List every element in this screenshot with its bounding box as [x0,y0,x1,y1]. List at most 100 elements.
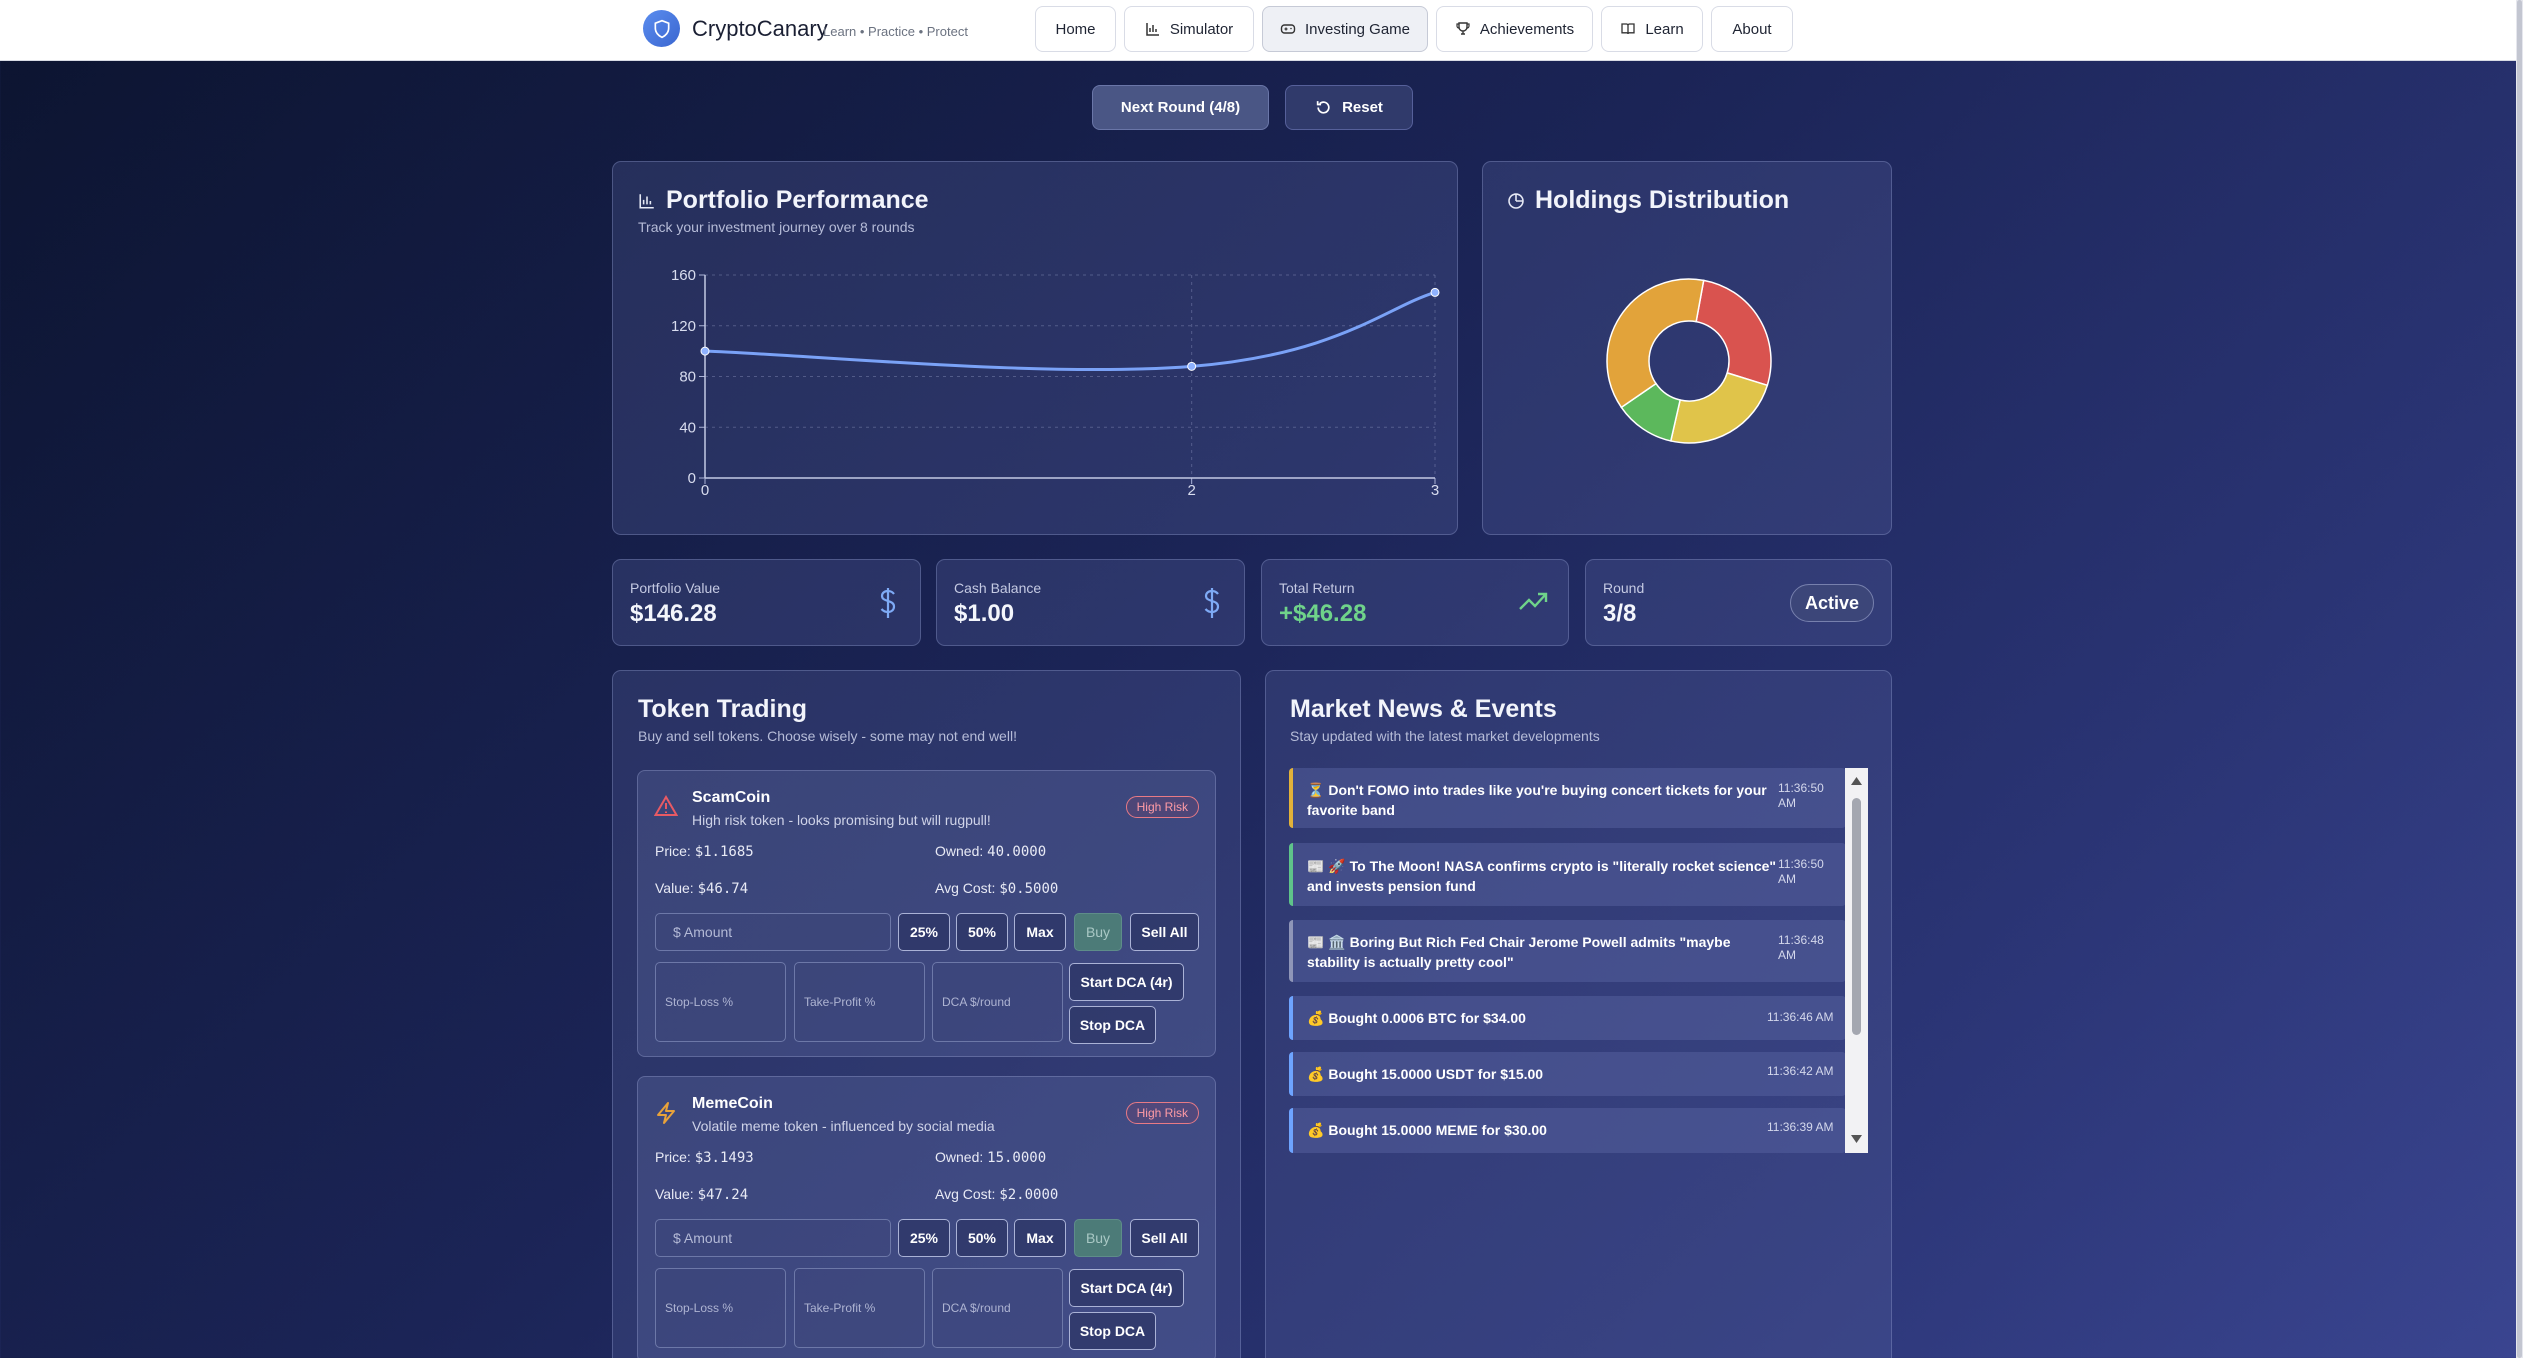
market-news-card: Market News & Events Stay updated with t… [1265,670,1892,1358]
token-card-scamcoin: ScamCoin High risk token - looks promisi… [637,770,1216,1057]
max-button[interactable]: Max [1014,913,1066,951]
nav-investing-game[interactable]: Investing Game [1262,6,1428,52]
stat-label: Cash Balance [954,580,1042,596]
news-headline: Bought 15.0000 USDT for $15.00 [1328,1066,1544,1082]
performance-title-text: Portfolio Performance [666,186,929,214]
x-tick-label: 3 [1431,482,1439,499]
token-name: MemeCoin [692,1095,773,1112]
avg-cost-value: $0.5000 [999,881,1059,897]
buy-button[interactable]: Buy [1074,1219,1122,1257]
buy-button[interactable]: Buy [1074,913,1122,951]
dollar-icon [1200,586,1224,625]
percent-25-button[interactable]: 25% [898,913,950,951]
nav-home[interactable]: Home [1035,6,1116,52]
data-point [700,346,710,356]
nav-about[interactable]: About [1711,6,1793,52]
scroll-down-arrow-icon[interactable] [1850,1134,1863,1144]
news-time-value: 11:36:48 [1778,933,1824,947]
cash-balance-card: Cash Balance $1.00 [936,559,1245,646]
next-round-button[interactable]: Next Round (4/8) [1092,85,1269,130]
scroll-thumb[interactable] [1852,798,1861,1035]
trading-title: Token Trading [638,695,807,723]
x-tick-label: 2 [1187,482,1195,499]
holdings-title: Holdings Distribution [1507,186,1789,215]
money-bag-icon: 💰 [1307,1010,1325,1026]
dca-amount-input[interactable]: DCA $/round [932,1268,1063,1348]
amount-input[interactable]: $ Amount [655,913,891,951]
lightning-icon [655,1101,677,1130]
value-amount: $47.24 [697,1187,749,1203]
series-line [704,290,1436,372]
news-text: 💰 Bought 0.0006 BTC for $34.00 [1307,1008,1777,1028]
news-headline: To The Moon! NASA confirms crypto is "li… [1307,858,1777,894]
percent-25-button[interactable]: 25% [898,1219,950,1257]
news-time: 11:36:48 AM [1778,933,1824,963]
stop-loss-input[interactable]: Stop-Loss % [655,1268,786,1348]
max-button[interactable]: Max [1014,1219,1066,1257]
stop-dca-button[interactable]: Stop DCA [1069,1006,1156,1044]
trading-subtitle: Buy and sell tokens. Choose wisely - som… [638,728,1017,744]
stop-dca-button[interactable]: Stop DCA [1069,1312,1156,1350]
nav-label: About [1732,20,1772,38]
y-tick-label: 0 [688,470,696,487]
token-value: Value: $47.24 [655,1186,748,1203]
round-card: Round 3/8 Active [1585,559,1892,646]
risk-badge: High Risk [1125,1102,1199,1124]
next-round-label: Next Round (4/8) [1120,99,1241,116]
status-badge: Active [1789,584,1874,622]
y-tick-label: 80 [679,369,696,386]
portfolio-value-card: Portfolio Value $146.28 [612,559,921,646]
news-text: 📰 🚀 To The Moon! NASA confirms crypto is… [1307,856,1782,896]
news-time: 11:36:39 AM [1767,1120,1834,1134]
take-profit-input[interactable]: Take-Profit % [794,962,925,1042]
sell-all-button[interactable]: Sell All [1130,913,1199,951]
nav-label: Achievements [1479,20,1575,38]
news-scrollbar[interactable] [1845,768,1868,1153]
reset-icon [1316,101,1330,114]
stop-loss-input[interactable]: Stop-Loss % [655,962,786,1042]
news-text: 📰 🏛️ Boring But Rich Fed Chair Jerome Po… [1307,932,1782,972]
dca-amount-input[interactable]: DCA $/round [932,962,1063,1042]
y-tick-label: 120 [671,318,696,335]
nav-simulator[interactable]: Simulator [1124,6,1254,52]
take-profit-input[interactable]: Take-Profit % [794,1268,925,1348]
news-headline: Bought 15.0000 MEME for $30.00 [1328,1122,1547,1138]
data-point [1430,287,1440,297]
trophy-icon [1456,22,1470,35]
percent-50-button[interactable]: 50% [956,1219,1008,1257]
risk-badge: High Risk [1125,796,1199,818]
news-time: 11:36:50 AM [1778,857,1824,887]
token-description: High risk token - looks promising but wi… [692,812,991,828]
nav-achievements[interactable]: Achievements [1436,6,1593,52]
money-bag-icon: 💰 [1307,1066,1325,1082]
nav-label: Investing Game [1304,20,1411,38]
sell-all-button[interactable]: Sell All [1130,1219,1199,1257]
news-item: ⏳ Don't FOMO into trades like you're buy… [1289,768,1846,828]
amount-input[interactable]: $ Amount [655,1219,891,1257]
newspaper-rocket-icon: 📰 🚀 [1307,858,1346,874]
news-ampm: AM [1778,872,1796,886]
news-feed[interactable]: ⏳ Don't FOMO into trades like you're buy… [1289,768,1868,1153]
news-headline: Don't FOMO into trades like you're buyin… [1307,782,1767,818]
performance-subtitle: Track your investment journey over 8 rou… [638,219,915,235]
y-tick-label: 160 [671,267,696,284]
page-scrollbar[interactable] [2516,0,2523,1358]
news-ampm: AM [1778,796,1796,810]
nav-learn[interactable]: Learn [1601,6,1703,52]
owned-label: Owned: [935,843,984,859]
start-dca-button[interactable]: Start DCA (4r) [1069,963,1184,1001]
news-time-value: 11:36:50 [1778,781,1824,795]
news-item: 📰 🏛️ Boring But Rich Fed Chair Jerome Po… [1289,920,1846,982]
price-value: $3.1493 [694,1150,754,1166]
brand-name[interactable]: CryptoCanary [692,16,828,41]
news-text: 💰 Bought 15.0000 USDT for $15.00 [1307,1064,1777,1084]
holdings-title-text: Holdings Distribution [1535,186,1790,214]
percent-50-button[interactable]: 50% [956,913,1008,951]
donut-slice [1606,278,1705,409]
scroll-up-arrow-icon[interactable] [1850,776,1863,786]
reset-button[interactable]: Reset [1285,85,1413,130]
shield-logo-icon[interactable] [643,10,680,47]
start-dca-button[interactable]: Start DCA (4r) [1069,1269,1184,1307]
portfolio-value: $146.28 [630,600,717,627]
price-value: $1.1685 [694,844,754,860]
